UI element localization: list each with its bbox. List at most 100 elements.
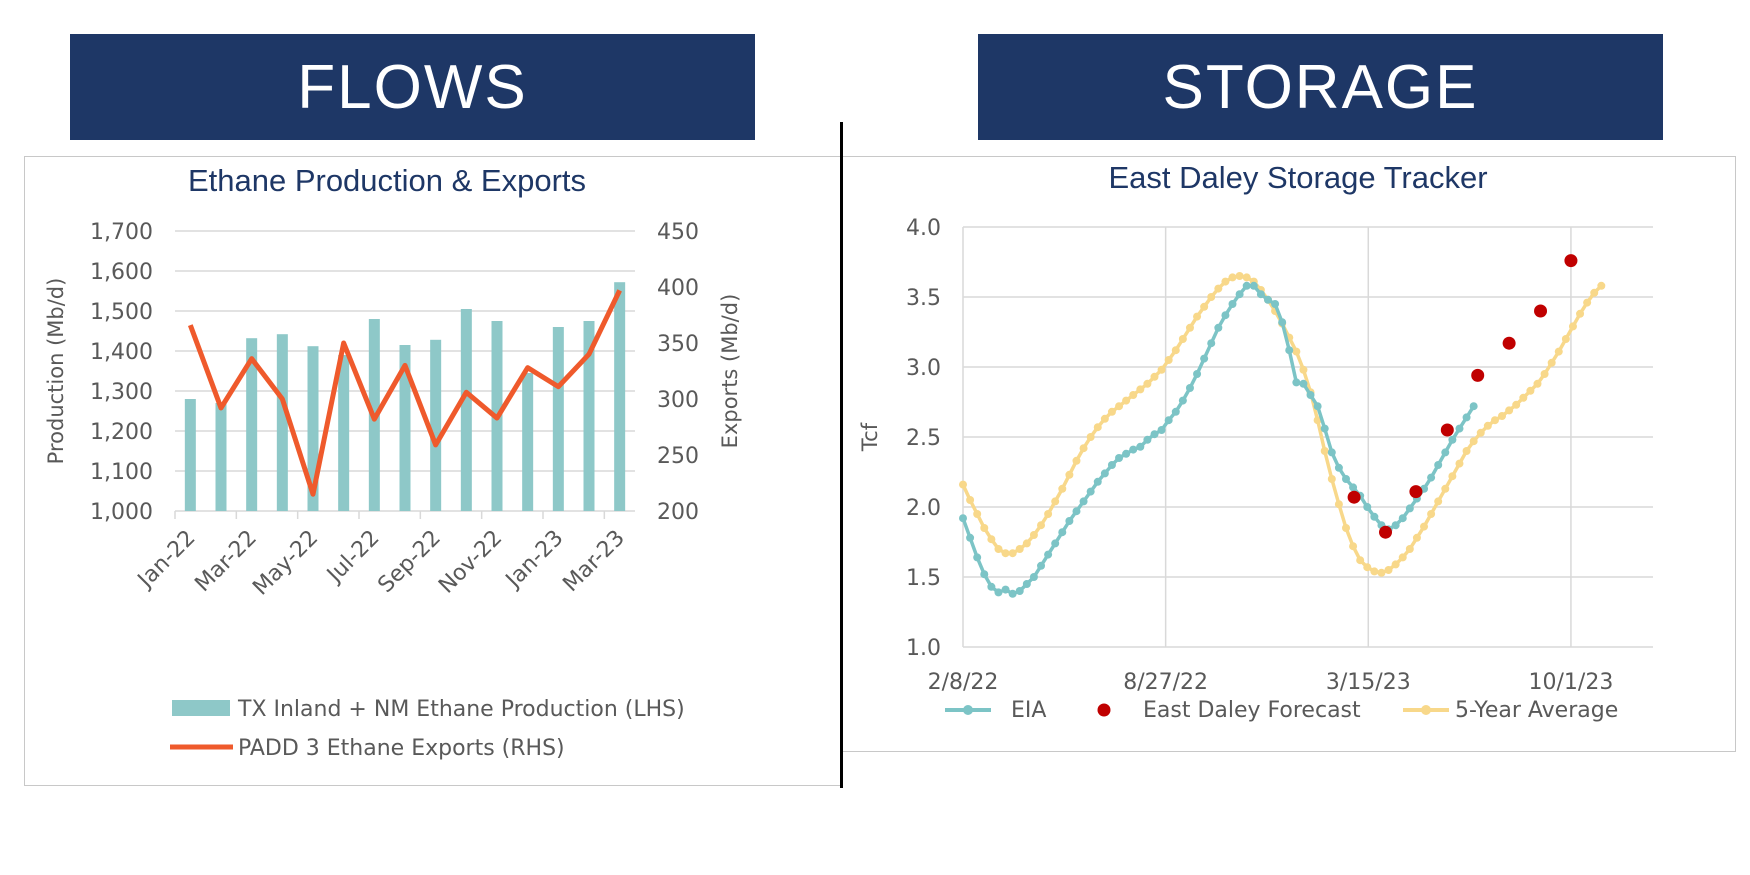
eia-point bbox=[973, 553, 982, 562]
eia-point bbox=[1462, 413, 1471, 422]
five-year-average-point bbox=[1001, 549, 1010, 558]
five-year-average-point bbox=[1554, 347, 1563, 356]
eia-point bbox=[1178, 396, 1187, 405]
y-tick-label: 4.0 bbox=[906, 216, 941, 241]
eia-line bbox=[961, 284, 1476, 596]
eia-point bbox=[1363, 503, 1372, 511]
production-bar bbox=[430, 339, 442, 511]
y-tick-label: 2.0 bbox=[906, 496, 941, 521]
five-year-average-point bbox=[980, 524, 989, 532]
x-tick-label: 2/8/22 bbox=[928, 670, 999, 695]
five-year-average-point bbox=[1349, 542, 1358, 551]
x-tick-label: Mar-23 bbox=[558, 526, 629, 597]
eia-point bbox=[1143, 435, 1152, 444]
five-year-average-point bbox=[1136, 385, 1145, 394]
eia-point bbox=[1086, 487, 1095, 496]
five-year-average-point bbox=[1334, 500, 1343, 509]
five-year-average-point bbox=[1434, 497, 1443, 506]
five-year-average-point bbox=[1044, 510, 1053, 518]
five-year-average-point bbox=[1107, 407, 1116, 416]
x-tick-label: 10/1/23 bbox=[1529, 670, 1614, 695]
five-year-average-point bbox=[1505, 406, 1514, 415]
five-year-average-point bbox=[1469, 437, 1478, 446]
five-year-average-point bbox=[1143, 379, 1152, 388]
five-year-average-point bbox=[1398, 553, 1407, 562]
eia-point bbox=[1193, 370, 1202, 378]
five-year-average-point bbox=[1370, 567, 1379, 576]
eia-point bbox=[1228, 300, 1237, 308]
five-year-average-point bbox=[1214, 284, 1223, 293]
five-year-average-point bbox=[1065, 470, 1074, 479]
eia-point bbox=[1214, 323, 1223, 332]
forecast-point bbox=[1440, 423, 1454, 437]
x-tick-label: Jan-23 bbox=[500, 526, 568, 594]
production-bar bbox=[215, 403, 227, 511]
y-tick-label: 1.0 bbox=[906, 636, 941, 661]
five-year-average-point bbox=[973, 510, 982, 518]
five-year-average-point bbox=[987, 535, 996, 544]
storage-chart-panel: East Daley Storage Tracker 1.0 1.5 2.0 2.5 3.… bbox=[842, 156, 1736, 752]
eia-point bbox=[1115, 454, 1124, 462]
eia-point bbox=[966, 533, 975, 542]
five-year-average-point bbox=[1015, 545, 1024, 553]
five-year-average-point bbox=[1178, 335, 1187, 343]
five-year-average-point bbox=[1341, 524, 1350, 532]
eia-point bbox=[959, 514, 967, 523]
production-bar bbox=[184, 399, 196, 511]
five-year-average-point bbox=[1193, 312, 1202, 321]
eia-point bbox=[1001, 585, 1010, 594]
five-year-average-point bbox=[1448, 472, 1457, 481]
chart-title: East Daley Storage Tracker bbox=[1108, 160, 1487, 195]
five-year-average-point bbox=[1299, 365, 1308, 374]
y-tick-label: 1,500 bbox=[90, 300, 153, 325]
storage-banner: STORAGE bbox=[978, 34, 1663, 140]
five-year-average-point bbox=[1037, 521, 1046, 530]
y2-tick-label: 200 bbox=[657, 500, 699, 525]
eia-point bbox=[1171, 407, 1180, 416]
five-year-average-point bbox=[1292, 347, 1301, 356]
five-year-average-point bbox=[1583, 298, 1592, 307]
five-year-average-point bbox=[994, 545, 1003, 553]
y2-tick-label: 400 bbox=[657, 276, 699, 301]
forecast-point bbox=[1347, 490, 1361, 504]
production-bar bbox=[399, 345, 411, 511]
ethane-chart-panel: Ethane Production & Exports 1,000 1,100 1,2… bbox=[24, 156, 842, 786]
five-year-average-point bbox=[959, 480, 967, 489]
five-year-average-point bbox=[1327, 475, 1336, 483]
legend-average-label: 5-Year Average bbox=[1455, 698, 1618, 723]
eia-point bbox=[1079, 497, 1088, 506]
five-year-average-point bbox=[1171, 346, 1180, 355]
five-year-average-point bbox=[1242, 273, 1251, 282]
five-year-average-point bbox=[1462, 447, 1471, 455]
eia-point bbox=[1263, 295, 1272, 304]
eia-point bbox=[1242, 281, 1251, 290]
five-year-average-point bbox=[1228, 273, 1237, 282]
five-year-average-point bbox=[1377, 568, 1386, 577]
forecast-point bbox=[1502, 336, 1516, 350]
five-year-average-point bbox=[1150, 372, 1159, 381]
eia-point bbox=[1150, 430, 1159, 439]
y-tick-label: 1,700 bbox=[90, 220, 153, 245]
five-year-average-point bbox=[966, 496, 975, 504]
five-year-average-point bbox=[1008, 549, 1017, 558]
five-year-average-point bbox=[1100, 414, 1109, 423]
five-year-average-point bbox=[1093, 423, 1102, 432]
five-year-average-point bbox=[1058, 484, 1067, 493]
eia-point bbox=[1207, 339, 1216, 348]
five-year-average-point bbox=[1547, 358, 1556, 367]
eia-point bbox=[1349, 483, 1358, 492]
y2-tick-label: 350 bbox=[657, 332, 699, 357]
five-year-average-point bbox=[1405, 545, 1414, 553]
eia-point bbox=[980, 570, 989, 579]
eia-point bbox=[1469, 402, 1478, 411]
five-year-average-point bbox=[1476, 428, 1485, 437]
five-year-average-point bbox=[1157, 365, 1166, 374]
eia-point bbox=[1334, 463, 1343, 472]
five-year-average-point bbox=[1391, 560, 1400, 569]
eia-point bbox=[1299, 379, 1308, 388]
five-year-average-point bbox=[1051, 497, 1060, 506]
eia-point bbox=[1327, 448, 1336, 457]
exports-line bbox=[187, 289, 622, 497]
five-year-average-point bbox=[1490, 416, 1499, 425]
eia-point bbox=[1072, 507, 1081, 516]
